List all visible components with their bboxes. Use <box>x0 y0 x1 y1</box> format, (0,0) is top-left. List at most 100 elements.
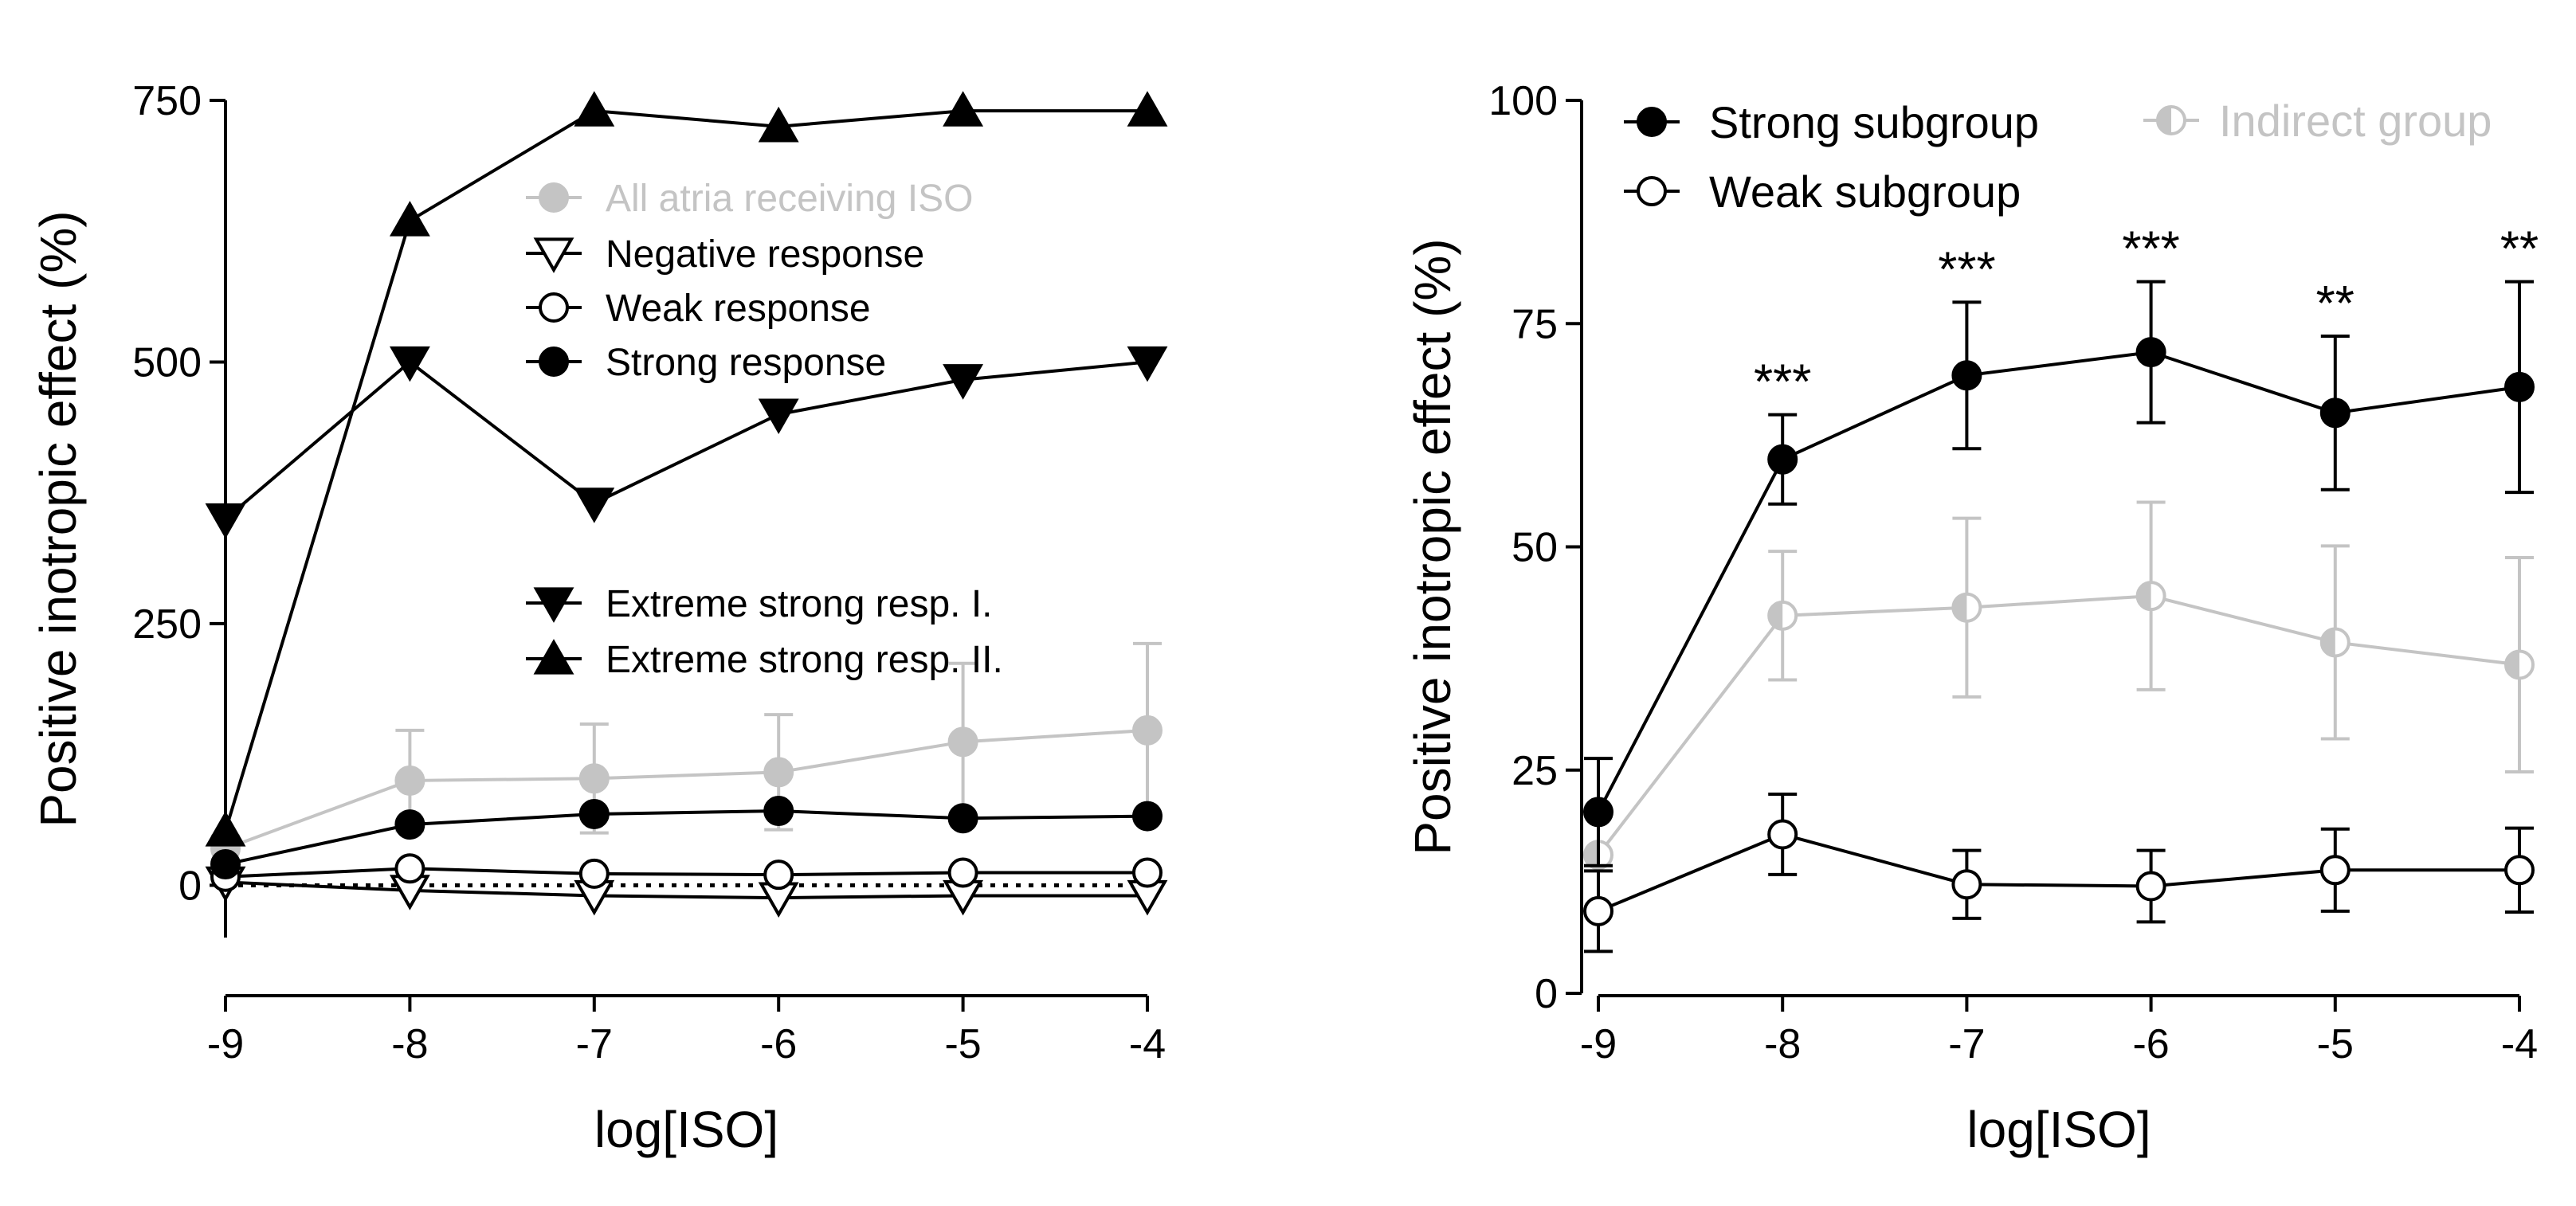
legend-marker <box>533 587 574 623</box>
legend-label: Strong subgroup <box>1709 97 2039 147</box>
series-extreme-strong-resp-ii-point <box>574 91 615 127</box>
series-indirect-group-point <box>1951 592 1982 623</box>
series-negative-response-line <box>225 880 1147 900</box>
x-tick-label: -6 <box>2132 1021 2169 1067</box>
series-strong-response-point <box>394 809 425 840</box>
series-all-atria-receiving-iso-point <box>394 765 425 796</box>
series-weak-response-point <box>947 857 978 888</box>
series-indirect-group-point-fill <box>2137 582 2151 610</box>
series-extreme-strong-resp-ii-point <box>943 91 984 127</box>
series-strong-response-line <box>225 809 1148 866</box>
x-tick-label: -4 <box>2501 1021 2538 1067</box>
series-strong-subgroup-point <box>1767 444 1798 475</box>
y-tick-label: 250 <box>132 601 202 648</box>
legend-item-weak-response: Weak response <box>526 288 871 330</box>
y-axis-label: Positive inotropic effect (%) <box>29 210 87 827</box>
legend-marker <box>539 292 569 323</box>
series-extreme-strong-resp-i-point <box>574 487 615 523</box>
legend-item-extreme-strong-resp-i: Extreme strong resp. I. <box>526 583 993 625</box>
series-strong-subgroup-point <box>2319 397 2351 429</box>
legend-item-indirect-group: Indirect group <box>2143 96 2492 146</box>
series-extreme-strong-resp-i-line <box>224 359 1148 521</box>
series-extreme-strong-resp-i-point <box>205 503 246 539</box>
series-all-atria-receiving-iso-point <box>578 763 610 794</box>
series-indirect-group-point-fill <box>2321 628 2335 656</box>
legend-marker <box>2156 105 2186 135</box>
y-tick-label: 100 <box>1488 78 1558 124</box>
series-strong-subgroup-point <box>2135 337 2166 368</box>
series-indirect-group-point <box>2135 581 2166 612</box>
legend-marker <box>533 237 574 273</box>
x-tick-label: -4 <box>1129 1021 1166 1067</box>
legend-item-negative-response: Negative response <box>526 233 924 276</box>
legend-marker-fill <box>2158 107 2171 134</box>
series-weak-response-point <box>394 853 425 884</box>
legend-label: Negative response <box>606 233 924 276</box>
x-tick-label: -6 <box>760 1021 797 1067</box>
y-axis-label: Positive inotropic effect (%) <box>1404 238 1461 855</box>
series-indirect-group-point <box>1767 600 1798 631</box>
x-tick-label: -7 <box>1948 1021 1985 1067</box>
legend-item-strong-response: Strong response <box>526 342 886 384</box>
series-indirect-group-point <box>2319 627 2351 658</box>
series-indirect-group-point-fill <box>2506 651 2519 679</box>
significance-marker: ** <box>2316 276 2354 331</box>
y-tick-label: 75 <box>1511 301 1558 347</box>
series-indirect-group-point <box>2504 649 2535 680</box>
legend-item-weak-subgroup: Weak subgroup <box>1624 166 2021 217</box>
legend-marker <box>539 347 569 377</box>
series-weak-subgroup-point <box>1583 895 1613 926</box>
legend-label: Indirect group <box>2219 96 2492 146</box>
series-extreme-strong-resp-ii-point <box>389 201 430 237</box>
series-strong-response-point <box>763 796 794 827</box>
significance-marker: *** <box>1754 355 1811 410</box>
series-weak-response-line <box>225 867 1147 879</box>
series-extreme-strong-resp-i-point <box>1127 346 1168 382</box>
legend-label: Extreme strong resp. I. <box>606 583 993 625</box>
series-all-atria-receiving-iso-point <box>763 757 794 788</box>
series-extreme-strong-resp-ii-point <box>1127 91 1168 127</box>
series-extreme-strong-resp-ii-point <box>205 811 246 847</box>
x-tick-label: -9 <box>207 1021 244 1067</box>
series-strong-response-point <box>210 849 241 880</box>
series-all-atria-receiving-iso-line <box>225 728 1148 851</box>
series-weak-response-point <box>763 859 794 891</box>
series-weak-subgroup-point <box>2135 871 2166 902</box>
series-weak-response-point <box>578 858 610 889</box>
legend-marker <box>1637 176 1667 206</box>
y-tick-label: 50 <box>1511 525 1558 571</box>
legend-label: Weak response <box>606 288 871 330</box>
series-extreme-strong-resp-i-point <box>943 364 984 400</box>
series-indirect-group-point-fill <box>1585 841 1598 869</box>
x-axis-label: log[ISO] <box>1966 1101 2151 1158</box>
significance-marker: *** <box>2122 222 2179 277</box>
x-tick-label: -7 <box>576 1021 613 1067</box>
chart-left: 0 250 500 750 -9 -8 -7 -6 -5 -4 log[ISO] Positive i… <box>29 78 1168 1158</box>
series-weak-subgroup-point <box>2319 855 2351 886</box>
y-tick-label: 25 <box>1511 748 1558 794</box>
legend-label: Strong response <box>606 342 886 384</box>
legend-label: Extreme strong resp. II. <box>606 639 1003 681</box>
y-tick-label: 750 <box>132 78 202 124</box>
y-tick-label: 0 <box>1535 971 1558 1017</box>
series-strong-subgroup-point <box>1951 360 1982 391</box>
legend-marker <box>539 182 569 213</box>
series-strong-subgroup-line <box>1597 350 2520 813</box>
series-weak-subgroup-line <box>1598 832 2519 913</box>
x-tick-label: -8 <box>1764 1021 1801 1067</box>
series-extreme-strong-resp-ii-line <box>224 109 1147 832</box>
legend-item-extreme-strong-resp-ii: Extreme strong resp. II. <box>526 639 1003 681</box>
legend-label: Weak subgroup <box>1709 166 2021 217</box>
x-tick-label: -9 <box>1580 1021 1617 1067</box>
series-strong-response-point <box>578 798 610 829</box>
x-axis-label: log[ISO] <box>594 1101 778 1158</box>
series-strong-subgroup-point <box>1583 797 1613 828</box>
series-weak-subgroup-point <box>2504 855 2535 886</box>
series-indirect-group-line <box>1597 594 2520 856</box>
y-tick-label: 0 <box>178 863 202 909</box>
significance-marker: *** <box>1938 242 1995 297</box>
series-weak-response-point <box>1132 857 1163 888</box>
series-extreme-strong-resp-ii-point <box>758 106 799 143</box>
series-weak-subgroup-point <box>1951 869 1982 900</box>
